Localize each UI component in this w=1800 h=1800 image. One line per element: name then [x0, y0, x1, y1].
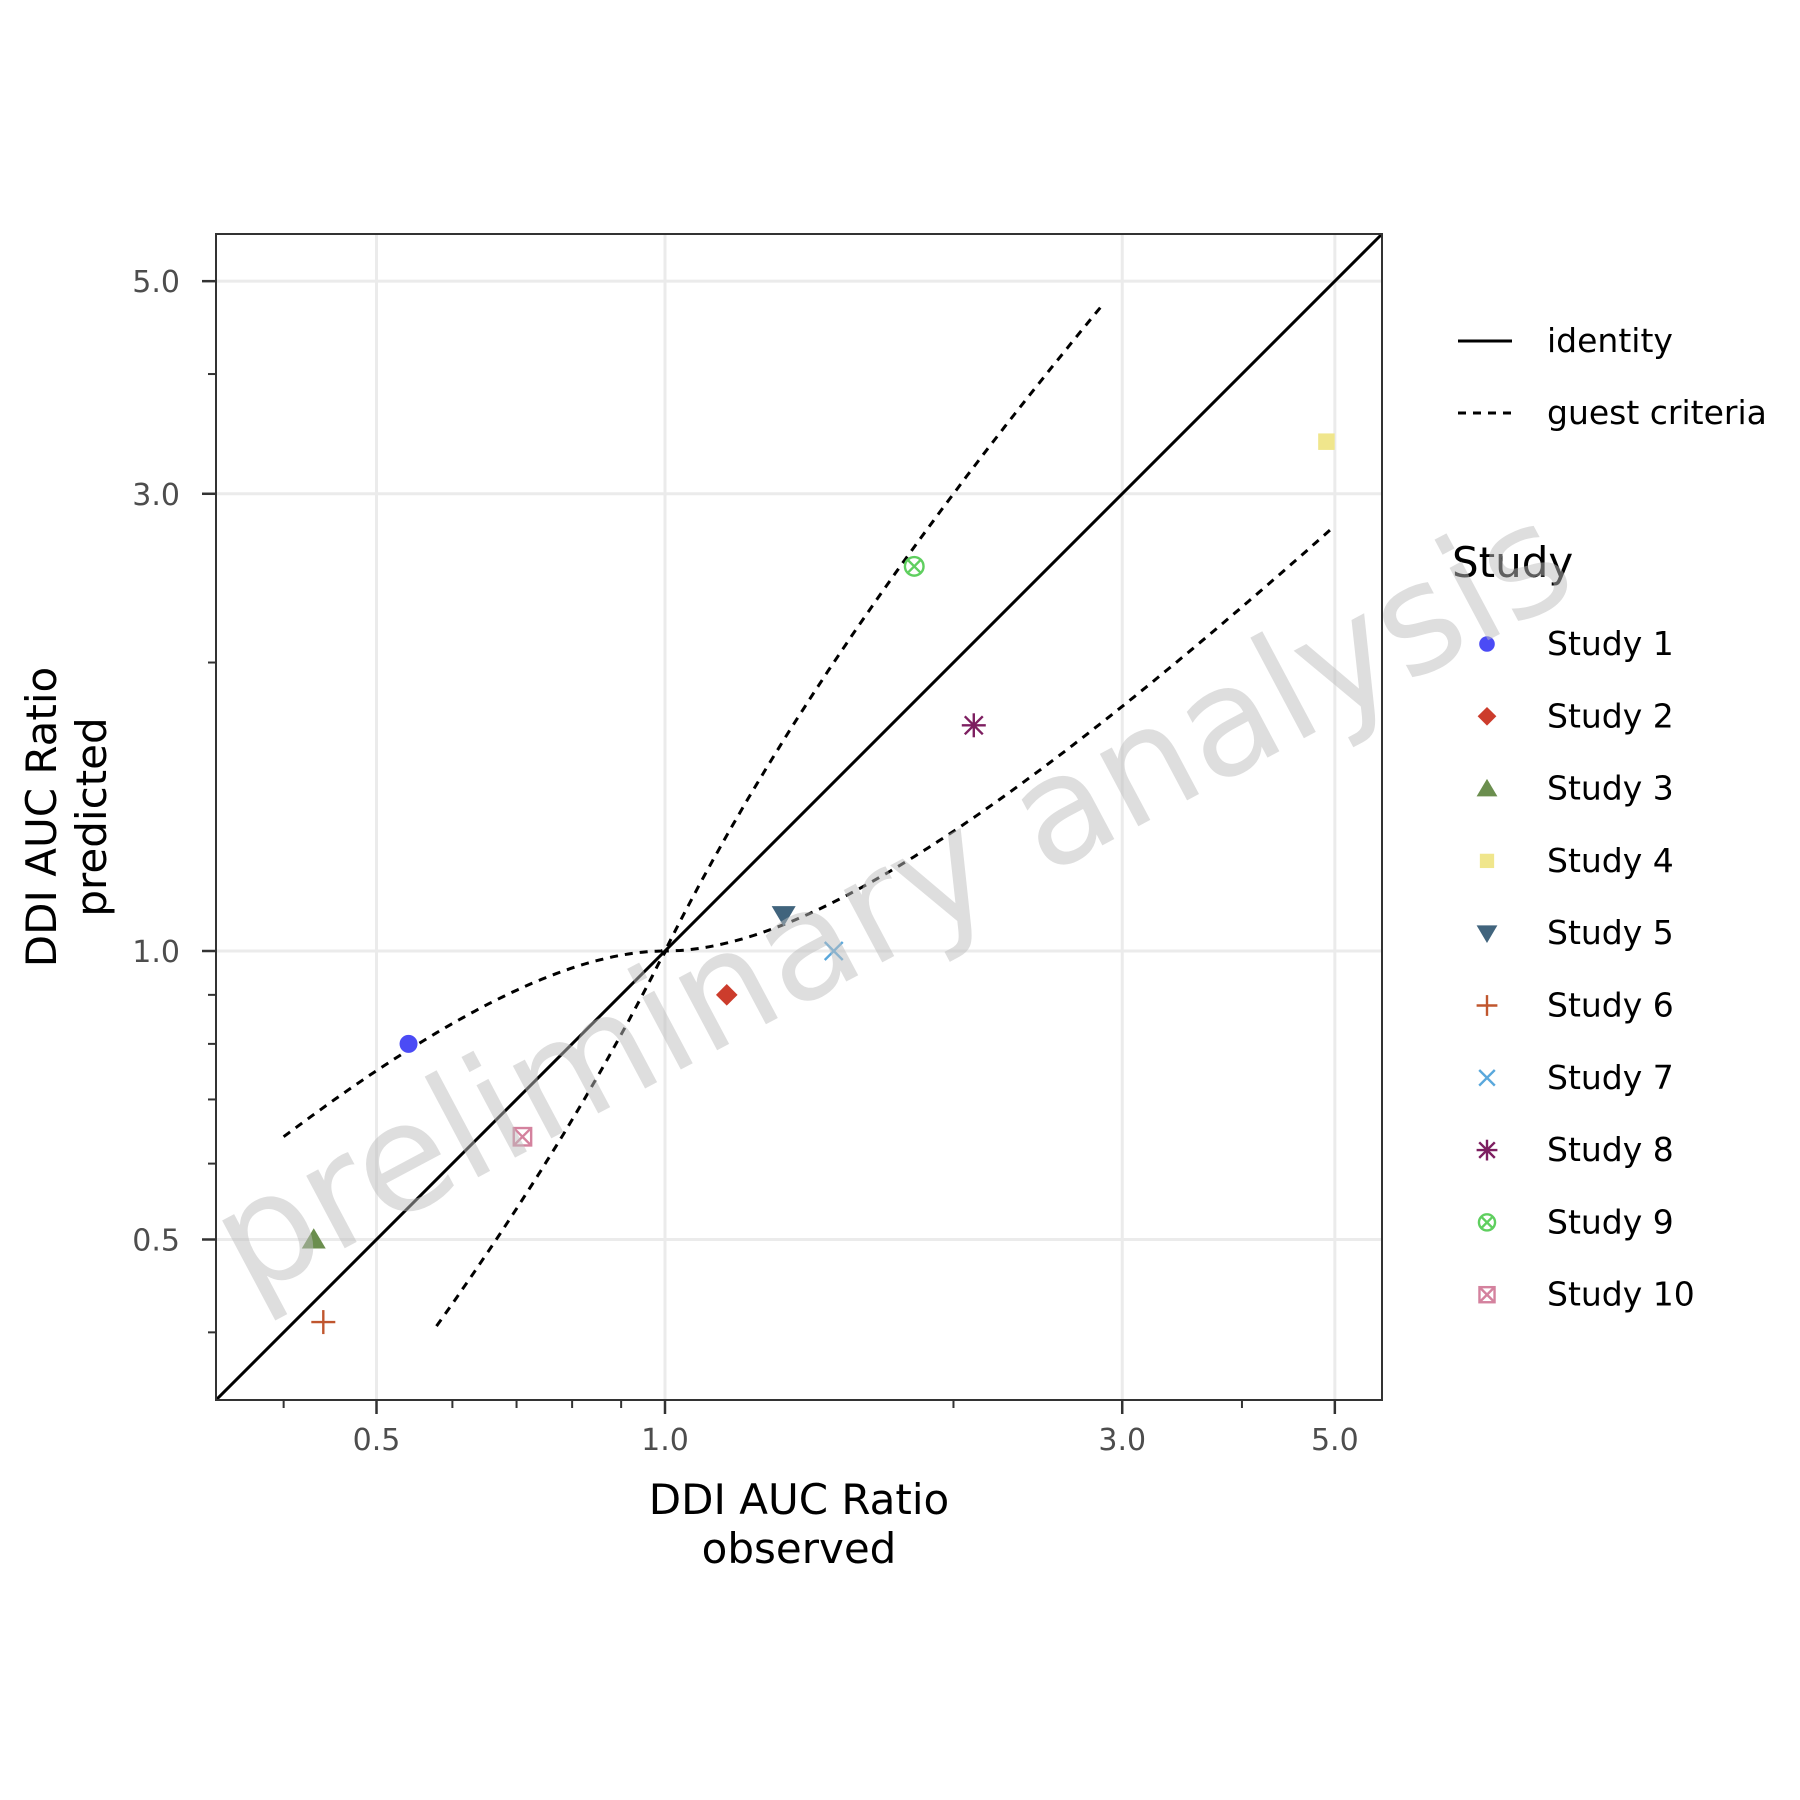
legend-label-guest-criteria: guest criteria: [1547, 393, 1767, 432]
guest-criteria-lower: [435, 524, 1336, 1327]
y-tick-label: 0.5: [132, 1223, 180, 1258]
y-tick-label: 5.0: [132, 265, 180, 300]
point-study-5: [771, 906, 796, 927]
y-axis-title-line-1: DDI AUC Ratio: [17, 667, 66, 967]
y-axis-title-line-2: predicted: [67, 717, 116, 916]
guest-criteria-upper: [282, 306, 1102, 1138]
plot-panel-border: [215, 233, 1383, 1401]
legend-key-study-3: [1476, 778, 1498, 797]
x-tick-label: 0.5: [353, 1423, 401, 1458]
legend-label-study-5: Study 5: [1547, 913, 1674, 952]
x-tick-label: 5.0: [1311, 1423, 1359, 1458]
legend-label-study-7: Study 7: [1547, 1058, 1674, 1097]
point-study-10: [512, 1126, 533, 1147]
axis-ticks: 0.5 1.0 3.0 5.0 0.5 1.0 3.0 5.0: [132, 265, 1358, 1458]
point-study-8: [961, 713, 986, 738]
legend-key-study-9: [1477, 1213, 1497, 1232]
reference-lines: [214, 232, 1384, 1402]
legend-key-study-5: [1476, 925, 1498, 943]
legend-studies: Study 1 Study 2 Study 3 Study 4 Study 5 Study…: [1476, 624, 1695, 1314]
point-study-9: [903, 555, 925, 577]
x-tick-label: 3.0: [1098, 1423, 1146, 1458]
point-study-4: [1318, 433, 1335, 450]
y-axis-title: DDI AUC Ratio predicted: [17, 667, 116, 967]
legend-label-study-10: Study 10: [1547, 1275, 1695, 1314]
legend-key-study-4: [1479, 853, 1495, 869]
grid-lines: [216, 234, 1382, 1400]
point-study-6: [311, 1310, 336, 1335]
legend-key-study-6: [1476, 995, 1498, 1016]
legend-label-identity: identity: [1547, 321, 1673, 360]
data-points: [301, 433, 1335, 1335]
legend-key-study-10: [1478, 1285, 1496, 1304]
point-study-1: [399, 1034, 418, 1053]
legend-title: Study: [1452, 538, 1573, 587]
x-tick-label: 1.0: [641, 1423, 689, 1458]
legend-label-study-3: Study 3: [1547, 769, 1674, 808]
legend-label-study-6: Study 6: [1547, 986, 1674, 1025]
legend-label-study-8: Study 8: [1547, 1130, 1674, 1169]
legend-label-study-1: Study 1: [1547, 624, 1674, 663]
legend-reference-lines: identity guest criteria: [1458, 321, 1767, 432]
legend-label-study-9: Study 9: [1547, 1202, 1674, 1241]
legend-key-study-7: [1478, 1069, 1496, 1087]
watermark: preliminary analysis: [184, 469, 1598, 1331]
legend-key-study-8: [1476, 1139, 1498, 1161]
point-study-7: [823, 941, 844, 961]
legend-key-study-1: [1479, 636, 1495, 652]
identity-line: [214, 232, 1384, 1402]
y-tick-label: 3.0: [132, 478, 180, 513]
legend-key-study-2: [1477, 706, 1497, 726]
x-axis-title-line-2: observed: [702, 1524, 897, 1573]
point-study-2: [715, 984, 738, 1006]
point-study-3: [301, 1228, 326, 1249]
y-tick-label: 1.0: [132, 935, 180, 970]
legend-label-study-2: Study 2: [1547, 696, 1674, 735]
x-axis-title-line-1: DDI AUC Ratio: [649, 1475, 949, 1524]
legend-label-study-4: Study 4: [1547, 841, 1674, 880]
